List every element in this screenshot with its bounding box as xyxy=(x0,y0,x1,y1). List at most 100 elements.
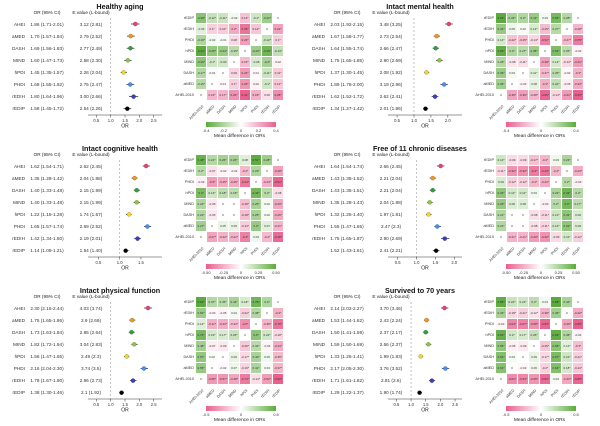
heatmap-row-labels: rEDIP rEDIH PHDI hPDI MIND DASH aMED AHEI-2010 xyxy=(452,155,494,243)
e-value-value: 1.97 (1.81) xyxy=(379,211,403,217)
heatmap-cell: 0.43* xyxy=(496,308,506,318)
heatmap-cell: 0.12* xyxy=(251,24,261,34)
e-value-value: 3.12 (2.81) xyxy=(79,21,103,27)
diet-index-label: aMED xyxy=(11,317,25,323)
or-point xyxy=(443,366,448,371)
diet-index-label: AHEI xyxy=(14,305,25,311)
or-ci-value: 1.56 (1.47-1.65) xyxy=(30,353,64,359)
heatmap-row-label: rEDIP xyxy=(183,158,194,162)
heatmap-cell: -0.03 xyxy=(196,177,206,187)
heatmap-cell: -0.13* xyxy=(240,221,250,231)
e-value-value: 3.76 (3.52) xyxy=(379,366,403,371)
heatmap-cell: 0.23* xyxy=(251,166,261,176)
e-value-column-header: E value (L-bound) xyxy=(372,294,410,299)
heatmap-cell: 0.41* xyxy=(251,363,261,373)
heatmap-cell: -0.32* xyxy=(507,166,517,176)
heatmap-cell: 0 xyxy=(518,352,528,362)
heatmap-cell: 0.28* xyxy=(496,57,506,67)
diet-index-label: MIND xyxy=(13,57,25,63)
heatmap-cell: 0 xyxy=(551,35,561,45)
e-value-value: 2.79 (2.52) xyxy=(79,33,103,39)
heatmap-cell: -0.4* xyxy=(529,166,539,176)
or-axis-title: OR xyxy=(121,408,129,413)
heatmap-cell: 0 xyxy=(518,68,528,78)
heatmap-cell: -0.04 xyxy=(573,330,583,340)
diet-index-label: DASH xyxy=(11,187,25,193)
heatmap-cell: -0.24* xyxy=(218,46,228,56)
heatmap-cell: -0.22* xyxy=(229,232,239,242)
or-point xyxy=(145,305,151,311)
diet-index-label: DASH xyxy=(311,187,325,193)
heatmap-cell: -0.25* xyxy=(540,24,550,34)
or-ci-value: 1.70 (1.57-1.84) xyxy=(30,33,64,39)
heatmap-cell: 0 xyxy=(251,177,261,187)
heatmap-cell: 0 xyxy=(229,210,239,220)
heatmap-cell: 0.29* xyxy=(496,199,506,209)
e-value-value: 3.70 (3.46) xyxy=(379,305,403,311)
heatmap-cell: 0.02 xyxy=(273,57,283,67)
or-point xyxy=(427,200,433,205)
heatmap-x-axis-label: Mean difference in ORs xyxy=(213,417,266,423)
heatmap: rEDIP rEDIH PHDI hPDI MIND DASH aMED AHEI-2010 0… xyxy=(452,297,598,426)
heatmap-cell: -0.18* xyxy=(240,210,250,220)
heatmap-cell: -0.41* xyxy=(562,90,572,100)
or-axis-tick-label: 2.0 xyxy=(445,118,451,123)
heatmap-cell: 0 xyxy=(251,319,261,329)
heatmap-cell: -0.17* xyxy=(240,352,250,362)
heatmap-cell: -0.11* xyxy=(518,57,528,67)
heatmap-cell: 0.11* xyxy=(273,68,283,78)
heatmap-cell: -0.41* xyxy=(573,57,583,67)
or-axis-tick-label: 1.0 xyxy=(108,402,114,407)
or-ci-value: 1.65 (1.57-1.74) xyxy=(30,224,64,229)
or-point xyxy=(423,106,428,111)
or-ci-value: 1.45 (1.35-1.57) xyxy=(30,69,64,75)
heatmap-legend-tick-label: 0.5 xyxy=(573,411,579,417)
heatmap-cell: 0.03 xyxy=(551,155,561,165)
heatmap-cell: 0.27* xyxy=(551,24,561,34)
diet-index-label: hPDI xyxy=(314,211,325,217)
heatmap-row-label: DASH xyxy=(183,355,194,359)
or-ci-value: 1.68 (1.55-1.82) xyxy=(30,82,64,87)
heatmap-cell: -0.12* xyxy=(207,13,217,23)
heatmap-row-label: AHEI-2010 xyxy=(475,377,494,381)
or-axis-tick-label: 2.0 xyxy=(451,260,457,265)
heatmap-x-axis-label: Mean difference in ORs xyxy=(213,275,266,281)
heatmap-grid: 0.85* 0.24* 0.21* 0.3* 0.04 0.88* 0.42* 0 0.43* -… xyxy=(496,297,583,384)
e-value-value: 2.41 (2.21) xyxy=(379,248,403,254)
heatmap-cell: 0.44* xyxy=(229,297,239,307)
or-axis-tick-label: 0.5 xyxy=(395,260,401,265)
heatmap-cell: -0.21* xyxy=(518,308,528,318)
heatmap-cell: 0.02 xyxy=(262,199,272,209)
diet-index-label: rEDIP xyxy=(312,106,325,112)
heatmap-cell: -0.25* xyxy=(218,177,228,187)
diet-index-label: hPDI xyxy=(14,69,25,75)
or-point xyxy=(446,21,452,27)
or-point xyxy=(124,106,130,111)
e-value-value: 4.03 (3.74) xyxy=(79,305,103,311)
heatmap-cell: 0.03 xyxy=(507,352,517,362)
or-point xyxy=(129,317,135,323)
heatmap-cell: -0.32* xyxy=(540,232,550,242)
heatmap-cell: 0.01 xyxy=(251,68,261,78)
heatmap-cell: 0 xyxy=(562,166,572,176)
diet-index-label: rEDIH xyxy=(12,236,25,242)
heatmap-legend-tick-label: -0.25 xyxy=(518,269,529,275)
e-value-column-header: E value (L-bound) xyxy=(72,294,110,299)
or-point xyxy=(128,33,134,39)
diet-index-label: aMED xyxy=(311,33,325,39)
heatmap-cell: 0.25* xyxy=(251,210,261,220)
heatmap-legend-tick-label: -0.5 xyxy=(202,411,210,417)
heatmap-cell: -0.26* xyxy=(540,341,550,351)
heatmap-legend-tick-label: 0 xyxy=(539,127,543,133)
heatmap-legend-tick-label: 0 xyxy=(539,269,543,275)
heatmap-cell: -0.41* xyxy=(196,46,206,56)
heatmap-row-label: rEDIP xyxy=(483,16,494,20)
e-value-value: 1.90 (1.74) xyxy=(379,390,403,396)
e-value-value: 2.62 (2.41) xyxy=(379,94,403,100)
heatmap-cell: 0.33* xyxy=(507,13,517,23)
or-axis-tick-label: 2.5 xyxy=(452,402,458,407)
heatmap-cell: 0 xyxy=(262,166,272,176)
heatmap-cell: 0.1* xyxy=(273,35,283,45)
heatmap-cell: -0.15* xyxy=(229,46,239,56)
heatmap-cell: 0.39* xyxy=(496,68,506,78)
